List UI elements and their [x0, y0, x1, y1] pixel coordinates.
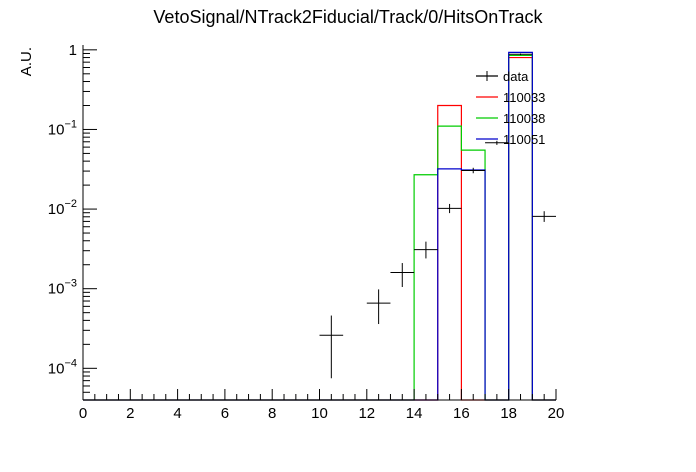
x-tick-label: 16 [453, 405, 470, 422]
legend-entry-110033: 110033 [476, 90, 545, 105]
x-tick-label: 20 [548, 405, 565, 422]
data-point [437, 203, 462, 214]
data-points-layer [319, 53, 556, 379]
legend: data 110033 110038 110051 [476, 69, 545, 147]
legend-entry-data: data [476, 69, 529, 84]
data-point [366, 289, 391, 325]
legend-label: 110033 [503, 90, 545, 105]
legend-label: data [503, 69, 529, 84]
data-point [319, 315, 344, 379]
x-tick-label: 4 [173, 405, 181, 422]
y-tick-label: 10−3 [48, 278, 77, 298]
x-tick-label: 14 [406, 405, 423, 422]
y-tick-label: 10−1 [48, 118, 77, 138]
x-tick-label: 18 [500, 405, 517, 422]
y-tick-label: 1 [69, 42, 77, 59]
data-point [390, 263, 415, 288]
x-tick-label: 0 [79, 405, 87, 422]
hist-series-110051 [83, 51, 556, 401]
chart-title: VetoSignal/NTrack2Fiducial/Track/0/HitsO… [153, 7, 543, 27]
x-tick-label: 10 [311, 405, 328, 422]
data-point [461, 167, 486, 174]
data-point [508, 53, 533, 56]
y-tick-label: 10−4 [48, 357, 77, 377]
histogram-layer [83, 51, 556, 401]
axes-layer: 0 2 4 6 8 10 12 14 16 18 20 1 10−1 10−2 10−3 10−4 [48, 42, 565, 422]
x-tick-label: 2 [126, 405, 134, 422]
y-tick-label: 10−2 [48, 198, 77, 218]
data-point [485, 140, 509, 145]
legend-entry-110038: 110038 [476, 111, 545, 126]
legend-label: 110038 [503, 111, 545, 126]
x-tick-label: 8 [268, 405, 276, 422]
data-point [414, 241, 438, 259]
legend-entry-110051: 110051 [476, 132, 545, 147]
x-tick-label: 12 [358, 405, 375, 422]
x-tick-label: 6 [221, 405, 229, 422]
legend-label: 110051 [503, 132, 545, 147]
data-point [532, 211, 556, 222]
y-axis-label: A.U. [18, 47, 35, 76]
